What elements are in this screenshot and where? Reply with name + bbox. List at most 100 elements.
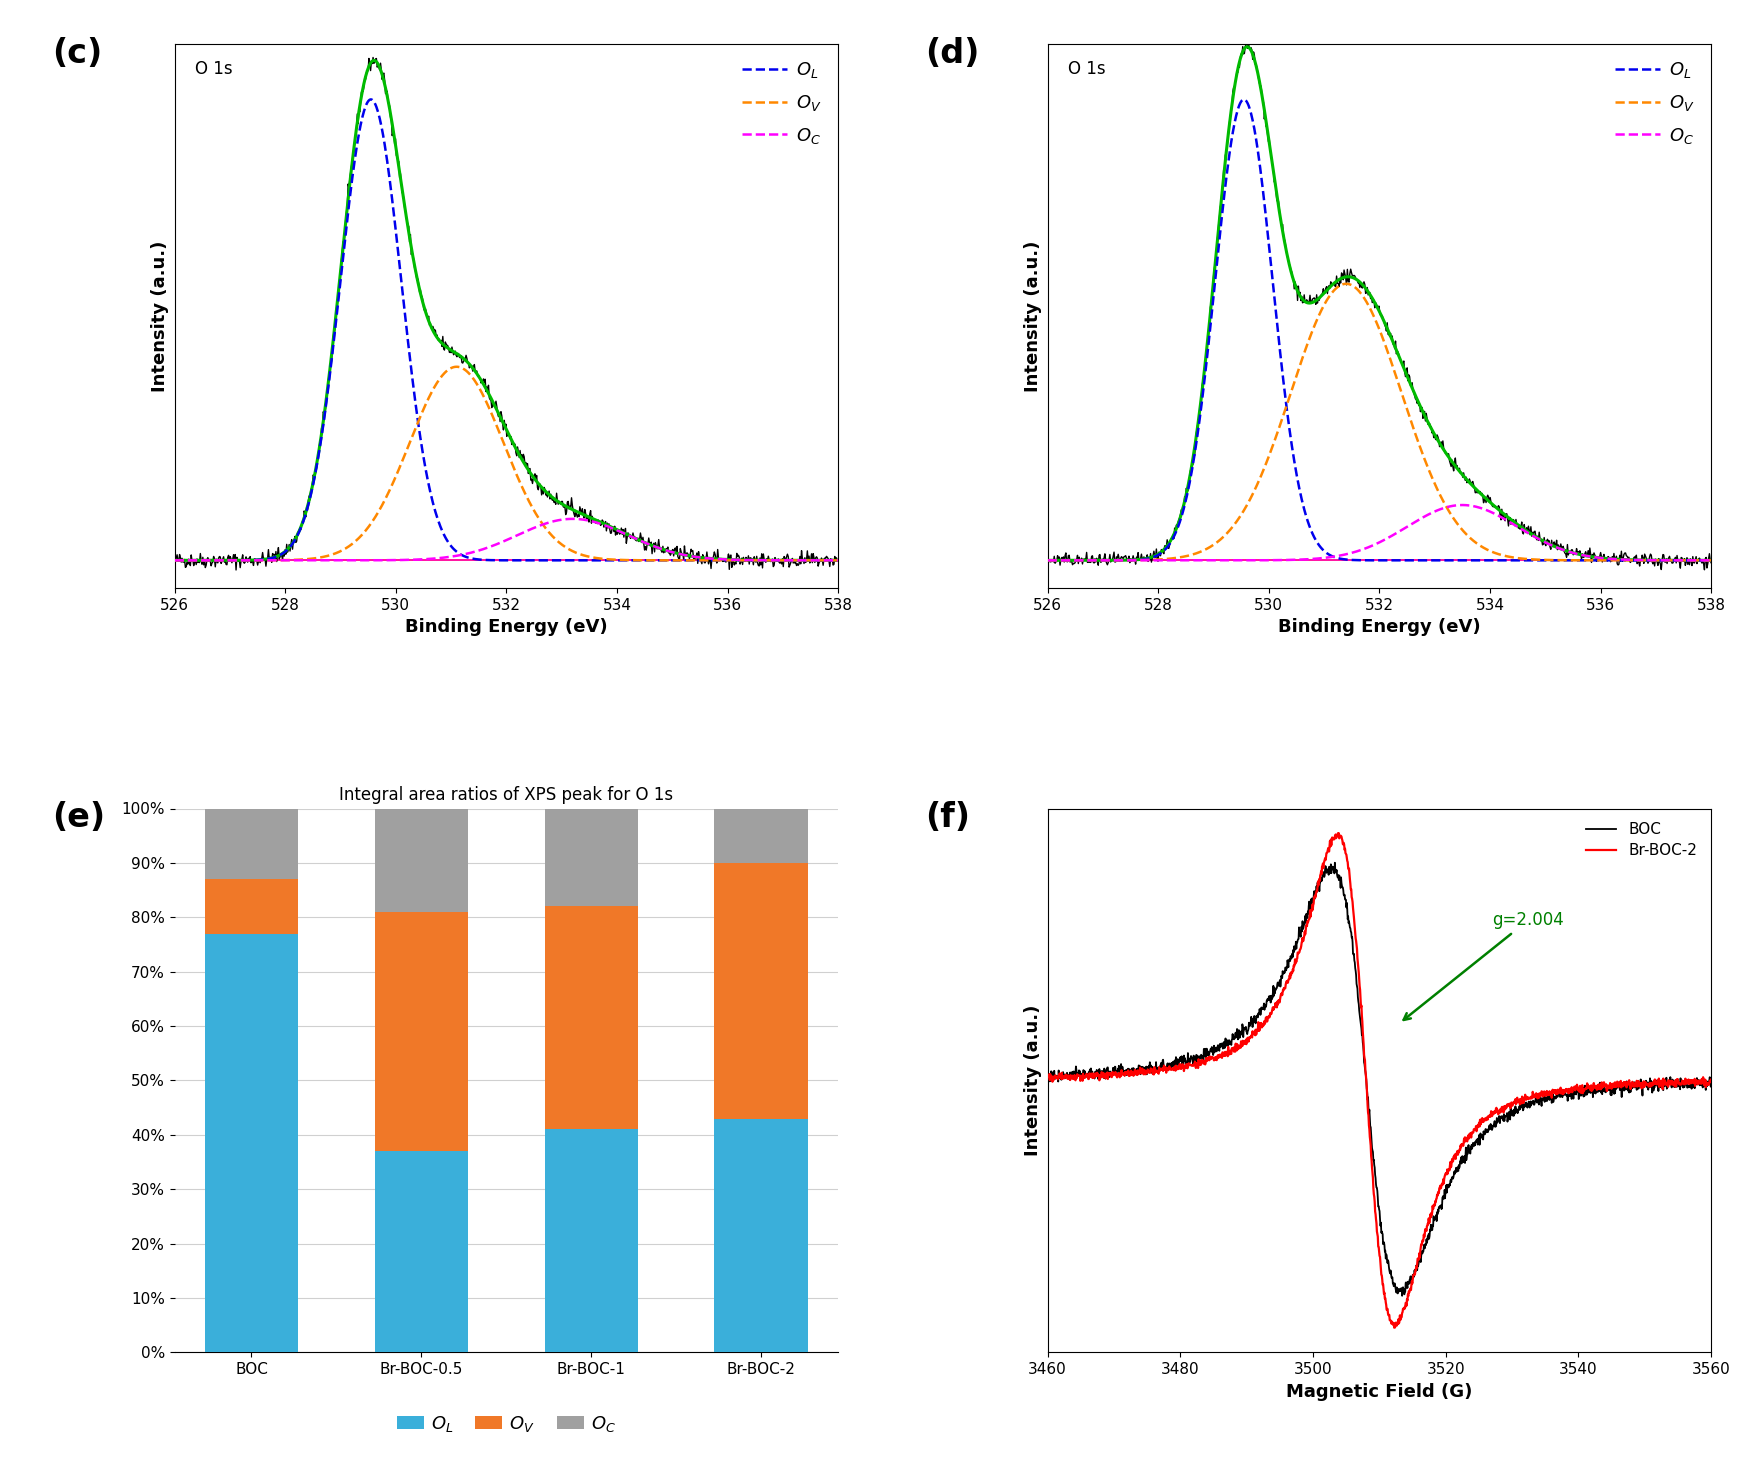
Line: $O_C$: $O_C$	[175, 519, 838, 560]
Line: $O_V$: $O_V$	[1048, 284, 1711, 560]
BOC	[1318, 858, 1339, 876]
$O_C$	[588, 514, 609, 532]
Br-BOC-2	[1416, 1222, 1437, 1239]
Bar	[204, 933, 299, 1352]
Line: BOC: BOC	[1048, 863, 1711, 1295]
BOC	[1416, 1236, 1437, 1254]
Title: Integral area ratios of XPS peak for O 1s: Integral area ratios of XPS peak for O 1…	[339, 786, 674, 804]
$O_V$	[550, 535, 571, 553]
$O_C$	[562, 510, 583, 528]
Line: $O_V$: $O_V$	[175, 366, 838, 560]
$O_V$	[1542, 551, 1563, 569]
Br-BOC-2	[1383, 1319, 1404, 1336]
$O_C$	[1440, 497, 1461, 514]
BOC	[1088, 1063, 1109, 1080]
$O_C$	[1542, 537, 1563, 554]
$O_V$	[1610, 551, 1631, 569]
$O_L$	[1701, 551, 1722, 569]
$O_C$	[828, 551, 849, 569]
Legend: BOC, Br-BOC-2: BOC, Br-BOC-2	[1580, 816, 1704, 864]
$O_C$	[567, 510, 588, 528]
$O_L$	[636, 551, 656, 569]
Br-BOC-2	[1116, 1064, 1137, 1082]
Bar	[545, 907, 637, 1129]
$O_L$	[1495, 551, 1516, 569]
Br-BOC-2	[1037, 1069, 1058, 1086]
$O_L$	[828, 551, 849, 569]
$O_L$	[1423, 551, 1444, 569]
Bar	[714, 863, 808, 1119]
$O_C$	[1610, 551, 1631, 569]
$O_L$	[1077, 551, 1098, 569]
$O_C$	[1077, 551, 1098, 569]
$O_C$	[204, 551, 225, 569]
$O_V$	[1701, 551, 1722, 569]
Text: O 1s: O 1s	[194, 60, 232, 78]
Br-BOC-2	[1088, 1067, 1109, 1085]
Br-BOC-2	[1332, 836, 1353, 854]
$O_V$	[1336, 275, 1357, 293]
$O_V$	[1461, 531, 1482, 548]
Bar	[204, 879, 299, 933]
Bar	[545, 809, 637, 907]
Bar	[204, 809, 299, 879]
Br-BOC-2	[1701, 1070, 1722, 1088]
$O_C$	[1423, 504, 1444, 522]
$O_L$	[1461, 551, 1482, 569]
$O_C$	[1037, 551, 1058, 569]
$O_C$	[1451, 497, 1472, 514]
Text: g=2.004: g=2.004	[1404, 911, 1564, 1020]
Legend: $O_L$, $O_V$, $O_C$: $O_L$, $O_V$, $O_C$	[389, 1407, 623, 1441]
$O_L$	[204, 551, 225, 569]
$O_L$	[1440, 551, 1461, 569]
Line: $O_L$: $O_L$	[1048, 100, 1711, 560]
Br-BOC-2	[1329, 825, 1350, 842]
$O_V$	[1440, 506, 1461, 523]
BOC	[1037, 1066, 1058, 1083]
Y-axis label: Intensity (a.u.): Intensity (a.u.)	[152, 241, 169, 391]
$O_V$	[1037, 551, 1058, 569]
$O_L$	[1037, 551, 1058, 569]
Legend: $O_L$, $O_V$, $O_C$: $O_L$, $O_V$, $O_C$	[1608, 53, 1702, 153]
Bar	[375, 809, 468, 911]
Text: (f): (f)	[925, 801, 971, 833]
$O_C$	[1461, 497, 1482, 514]
Bar	[714, 1119, 808, 1352]
BOC	[1325, 854, 1346, 872]
$O_V$	[164, 551, 185, 569]
Line: $O_L$: $O_L$	[175, 100, 838, 560]
Y-axis label: Intensity (a.u.): Intensity (a.u.)	[1025, 241, 1042, 391]
$O_V$	[1077, 551, 1098, 569]
$O_C$	[550, 512, 571, 529]
$O_V$	[567, 545, 588, 563]
Line: $O_C$: $O_C$	[1048, 506, 1711, 560]
Bar	[375, 1151, 468, 1352]
Legend: $O_L$, $O_V$, $O_C$: $O_L$, $O_V$, $O_C$	[735, 53, 829, 153]
BOC	[1332, 881, 1353, 898]
BOC	[1392, 1286, 1413, 1304]
$O_C$	[1701, 551, 1722, 569]
Text: (d): (d)	[925, 37, 980, 69]
$O_C$	[164, 551, 185, 569]
$O_V$	[204, 551, 225, 569]
$O_L$	[588, 551, 609, 569]
Text: (c): (c)	[52, 37, 103, 69]
$O_L$	[567, 551, 588, 569]
$O_L$	[1542, 551, 1563, 569]
Br-BOC-2	[1344, 922, 1365, 939]
$O_L$	[1610, 551, 1631, 569]
$O_V$	[1423, 473, 1444, 491]
Br-BOC-2	[1318, 842, 1339, 860]
BOC	[1701, 1078, 1722, 1095]
Bar	[375, 911, 468, 1151]
$O_C$	[737, 551, 758, 569]
X-axis label: Binding Energy (eV): Binding Energy (eV)	[405, 619, 608, 637]
$O_L$	[164, 551, 185, 569]
Y-axis label: Intensity (a.u.): Intensity (a.u.)	[1025, 1005, 1042, 1155]
Text: (e): (e)	[52, 801, 105, 833]
$O_L$	[360, 91, 381, 109]
Bar	[545, 1129, 637, 1352]
Line: Br-BOC-2: Br-BOC-2	[1048, 833, 1711, 1327]
Text: O 1s: O 1s	[1067, 60, 1105, 78]
X-axis label: Binding Energy (eV): Binding Energy (eV)	[1278, 619, 1481, 637]
